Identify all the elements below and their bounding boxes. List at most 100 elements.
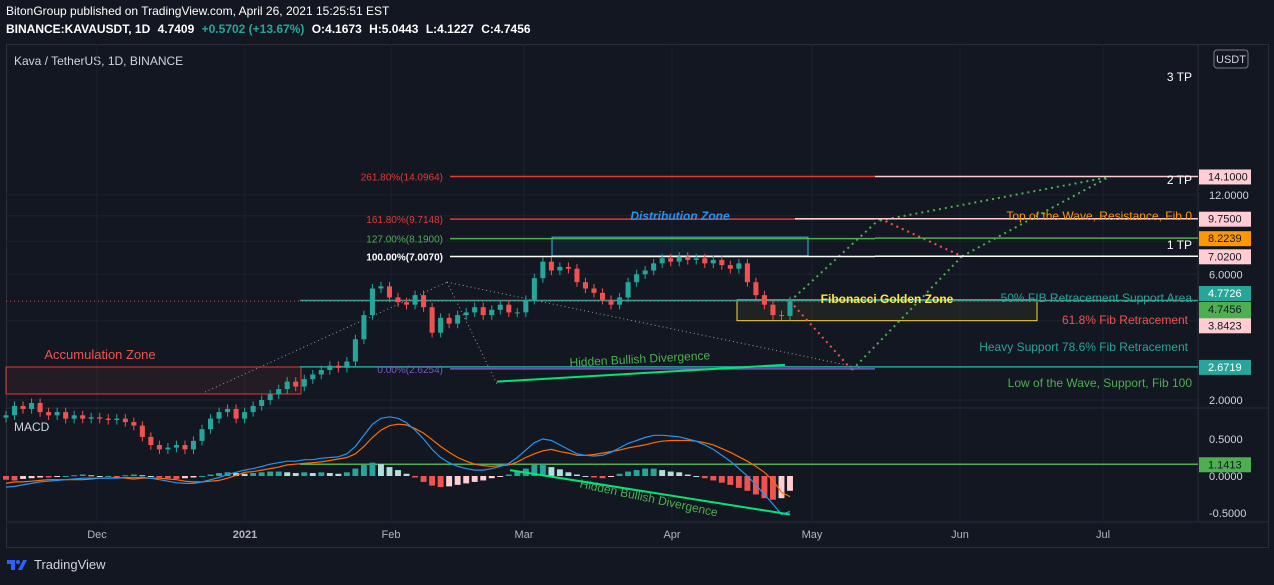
symbol-name[interactable]: BINANCE:KAVAUSDT, 1D <box>6 22 151 36</box>
macd-histogram-bar <box>693 476 700 477</box>
candle-body <box>225 408 231 413</box>
macd-histogram-bar <box>574 474 580 476</box>
macd-line <box>5 416 791 516</box>
accumulation-zone-box <box>5 366 302 395</box>
candle-body <box>37 402 43 413</box>
price-tag-bg <box>1199 359 1251 375</box>
price-tick-label: 6.0000 <box>1209 269 1243 281</box>
macd-histogram-bar <box>650 468 657 476</box>
macd-histogram-bar <box>156 476 163 478</box>
price-tag-label: 1.1413 <box>1208 459 1242 471</box>
time-tick-label: Feb <box>382 529 401 541</box>
candle-body <box>190 440 197 450</box>
candle-body <box>710 259 716 264</box>
macd-signal-line <box>5 423 791 498</box>
chart-annotation: 50% FIB Retracement Support Area <box>1001 291 1193 305</box>
candle-body <box>523 299 529 313</box>
time-tick-label: May <box>802 529 823 541</box>
price-series-layer <box>3 252 793 455</box>
macd-histogram-bar <box>770 476 776 500</box>
candle-body <box>753 282 759 296</box>
macd-histogram-bar <box>727 476 734 485</box>
macd-histogram-bar <box>761 476 768 499</box>
macd-histogram-bar <box>71 475 78 477</box>
macd-histogram-bar <box>62 476 69 477</box>
candle-body <box>207 418 214 430</box>
macd-histogram-bar <box>412 476 418 478</box>
price-tag-label: 4.7726 <box>1208 288 1242 300</box>
symbol-ohlc-line: BINANCE:KAVAUSDT, 1D 4.7409 +0.5702 (+13… <box>6 22 535 36</box>
macd-histogram-bar <box>326 473 333 476</box>
macd-histogram-bar <box>241 473 248 476</box>
trend-line <box>204 281 448 393</box>
candle-body <box>506 304 512 313</box>
tradingview-logo-icon <box>7 559 27 570</box>
chart-annotation: Low of the Wave, Support, Fib 100 <box>1008 376 1193 390</box>
candle-body <box>531 278 537 300</box>
macd-histogram-bar <box>190 476 197 478</box>
candle-body <box>182 445 188 450</box>
projection-path-line <box>851 255 963 371</box>
candle-body <box>242 412 248 419</box>
macd-tick-label: -0.5000 <box>1209 508 1246 520</box>
candle-body <box>335 365 341 368</box>
price-tag-label: 9.7500 <box>1208 214 1242 226</box>
macd-histogram-bar <box>3 476 9 480</box>
time-tick-label: Jul <box>1096 529 1110 541</box>
macd-histogram-bar <box>735 476 742 488</box>
price-tag: 8.2239 <box>1199 231 1251 247</box>
candle-body <box>369 288 375 316</box>
macd-histogram-bar <box>182 476 188 479</box>
candle-body <box>565 266 571 269</box>
fib-level-label: 127.00%(8.1900) <box>366 235 443 246</box>
currency-badge-label: USDT <box>1216 54 1246 66</box>
macd-histogram-bar <box>684 474 691 476</box>
fib-level-label: 100.00%(7.0070) <box>366 253 443 264</box>
candle-body <box>787 301 793 316</box>
price-tag-bg <box>1199 286 1251 301</box>
tradingview-footer[interactable]: TradingView <box>6 557 106 572</box>
chart-annotation: Top of the Wave, Resistance, Fib 0 <box>1006 209 1192 223</box>
macd-histogram-bar <box>446 476 453 487</box>
chart-annotation: 1 TP <box>1167 238 1192 252</box>
macd-histogram-bar <box>565 472 572 476</box>
chart-annotation: 3 TP <box>1167 70 1192 84</box>
macd-histogram-bar <box>505 474 512 476</box>
candle-body <box>114 418 120 421</box>
macd-histogram-bar <box>642 468 649 476</box>
macd-histogram-bar <box>488 476 495 479</box>
macd-histogram-bar <box>710 476 717 481</box>
candle-body <box>625 282 631 298</box>
macd-histogram-bar <box>676 472 683 476</box>
candle-body <box>216 412 222 419</box>
macd-histogram-bar <box>88 475 95 477</box>
macd-histogram-bar <box>284 472 291 476</box>
macd-histogram-bar <box>599 476 606 479</box>
candle-body <box>63 412 69 419</box>
currency-badge[interactable]: USDT <box>1213 49 1249 69</box>
macd-histogram-bar <box>744 476 751 491</box>
candle-body <box>412 295 418 305</box>
candle-body <box>156 445 162 450</box>
annotation-layer: 3 TP 2 TP 1 TP Top of the Wave, Resistance,… <box>44 70 1193 516</box>
candle-body <box>591 288 597 293</box>
macd-histogram-bar <box>625 471 632 476</box>
macd-divergence-label: Hidden Bullish Divergence <box>579 477 720 520</box>
candle-body <box>80 415 86 419</box>
footer-brand: TradingView <box>34 557 106 572</box>
chart-title: Kava / TetherUS, 1D, BINANCE <box>14 54 183 68</box>
candle-body <box>540 261 546 279</box>
candle-body <box>744 263 750 283</box>
candle-body <box>497 304 503 310</box>
candle-body <box>284 381 290 390</box>
candle-body <box>421 295 427 308</box>
axis-layer: Dec2021FebMarAprMayJunJul2.00004.00006.0… <box>87 169 1251 541</box>
macd-histogram-bar <box>778 476 785 499</box>
macd-histogram-bar <box>787 476 793 491</box>
time-tick-label: Jun <box>951 529 969 541</box>
macd-histogram-bar <box>591 476 597 478</box>
candle-body <box>139 425 145 437</box>
chart-annotation: Fibonacci Golden Zone <box>821 292 954 306</box>
divergence-line-macd <box>509 469 791 516</box>
